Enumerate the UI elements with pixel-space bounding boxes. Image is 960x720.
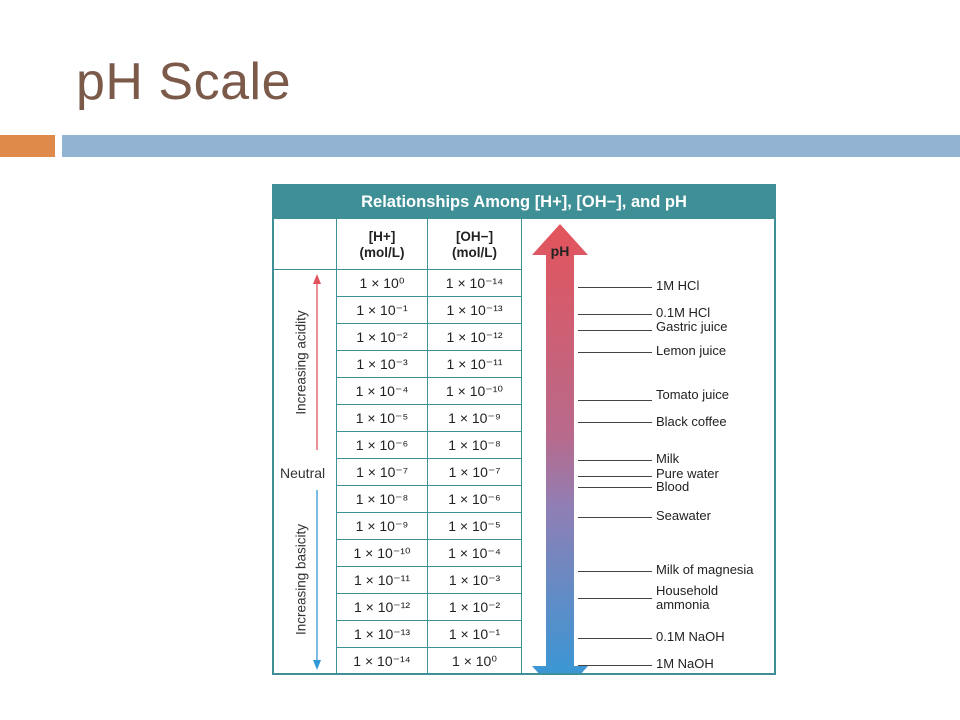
sample-label: Milk — [656, 451, 680, 466]
sample-label: 0.1M NaOH — [656, 629, 725, 644]
row-divider — [336, 512, 522, 513]
sample-leader-line — [578, 517, 652, 518]
accent-bar-orange — [0, 135, 55, 157]
oh-concentration-cell: 1 × 10⁻³ — [448, 572, 501, 588]
sample-label: Black coffee — [656, 414, 727, 429]
grid-line — [336, 219, 337, 673]
sample-label: Tomato juice — [656, 387, 729, 402]
h-concentration-cell: 1 × 10⁻¹³ — [353, 626, 411, 642]
slide-title: pH Scale — [76, 53, 291, 111]
oh-concentration-cell: 1 × 10⁻² — [448, 599, 501, 615]
h-concentration-cell: 1 × 10⁻⁴ — [355, 383, 409, 399]
increasing-acidity-label: Increasing acidity — [293, 310, 309, 415]
acidity-arrowhead — [313, 274, 321, 284]
grid-line — [274, 269, 522, 270]
header-oh-unit: (mol/L) — [452, 245, 497, 260]
sample-leader-line — [578, 400, 652, 401]
sample-leader-line — [578, 476, 652, 477]
row-divider — [336, 296, 522, 297]
sample-leader-line — [578, 638, 652, 639]
sample-label: Household ammonia — [656, 583, 719, 612]
sample-label: 1M HCl — [656, 278, 700, 293]
row-divider — [336, 539, 522, 540]
sample-leader-line — [578, 460, 652, 461]
sample-leader-line — [578, 314, 652, 315]
row-divider — [336, 647, 522, 648]
oh-concentration-cell: 1 × 10⁻⁹ — [448, 410, 501, 426]
oh-concentration-cell: 1 × 10⁻⁴ — [448, 545, 501, 561]
row-divider — [336, 431, 522, 432]
oh-concentration-cell: 1 × 10⁻⁵ — [448, 518, 501, 534]
h-concentration-cell: 1 × 10⁻⁷ — [356, 464, 408, 480]
sample-label: Pure water — [656, 466, 719, 481]
sample-label: Gastric juice — [656, 319, 728, 334]
oh-concentration-cell: 1 × 10⁻¹³ — [446, 302, 503, 318]
side-arrows — [313, 274, 321, 670]
header-oh-concentration: [OH−] (mol/L) — [428, 222, 521, 268]
h-concentration-cell: 1 × 10⁻² — [356, 329, 408, 345]
ph-header: pH — [550, 243, 570, 259]
oh-concentration-cell: 1 × 10⁻¹⁴ — [445, 275, 504, 291]
oh-concentration-cell: 1 × 10⁻⁸ — [448, 437, 501, 453]
sample-leader-line — [578, 422, 652, 423]
row-divider — [336, 593, 522, 594]
oh-concentration-cell: 1 × 10⁻¹¹ — [446, 356, 503, 372]
h-concentration-cell: 1 × 10⁻⁹ — [355, 518, 409, 534]
accent-bar-blue — [62, 135, 960, 157]
h-concentration-cell: 1 × 10⁻¹² — [353, 599, 411, 615]
header-oh-label: [OH−] — [455, 229, 494, 244]
figure-title: Relationships Among [H+], [OH−], and pH — [274, 186, 774, 219]
h-concentration-cell: 1 × 10⁻¹¹ — [353, 572, 411, 588]
header-h-label: [H+] — [368, 229, 396, 244]
row-divider — [336, 620, 522, 621]
row-divider — [336, 377, 522, 378]
oh-concentration-cell: 1 × 10⁻⁷ — [448, 464, 501, 480]
h-concentration-cell: 1 × 10⁻¹ — [356, 302, 408, 318]
sample-leader-line — [578, 571, 652, 572]
row-divider — [336, 458, 522, 459]
sample-label: 1M NaOH — [656, 656, 714, 671]
sample-leader-line — [578, 598, 652, 599]
row-divider — [336, 566, 522, 567]
ph-scale-arrow — [532, 224, 588, 673]
sample-leader-line — [578, 330, 652, 331]
h-concentration-cell: 1 × 10⁻⁸ — [355, 491, 409, 507]
header-h-unit: (mol/L) — [359, 245, 405, 260]
oh-concentration-cell: 1 × 10⁻⁶ — [448, 491, 501, 507]
ph-relationship-figure: Relationships Among [H+], [OH−], and pH … — [272, 184, 776, 675]
sample-label: Blood — [656, 479, 690, 494]
sample-label: Lemon juice — [656, 343, 727, 358]
h-concentration-cell: 1 × 10⁻¹⁰ — [353, 545, 411, 561]
increasing-basicity-label: Increasing basicity — [293, 523, 309, 636]
header-h-concentration: [H+] (mol/L) — [337, 222, 427, 268]
sample-label: Milk of magnesia — [656, 562, 754, 577]
grid-line — [521, 219, 522, 673]
oh-concentration-cell: 1 × 10⁻¹² — [446, 329, 503, 345]
sample-label: Seawater — [656, 508, 711, 523]
oh-concentration-cell: 1 × 10⁰ — [452, 653, 497, 669]
row-divider — [336, 485, 522, 486]
sample-leader-line — [578, 665, 652, 666]
row-divider — [336, 323, 522, 324]
ph-arrow-shape — [532, 224, 588, 673]
sample-label: 0.1M HCl — [656, 305, 711, 320]
sample-leader-line — [578, 352, 652, 353]
oh-concentration-cell: 1 × 10⁻¹⁰ — [446, 383, 503, 399]
sample-leader-line — [578, 287, 652, 288]
h-concentration-cell: 1 × 10⁻³ — [356, 356, 408, 372]
h-concentration-cell: 1 × 10⁻⁵ — [355, 410, 409, 426]
h-concentration-cell: 1 × 10⁰ — [359, 275, 405, 291]
grid-line — [427, 219, 428, 673]
row-divider — [336, 350, 522, 351]
h-concentration-cell: 1 × 10⁻⁶ — [355, 437, 409, 453]
oh-concentration-cell: 1 × 10⁻¹ — [448, 626, 501, 642]
neutral-label: Neutral — [280, 465, 326, 481]
row-divider — [336, 404, 522, 405]
row-divider — [336, 674, 522, 675]
h-concentration-cell: 1 × 10⁻¹⁴ — [353, 653, 411, 669]
sample-leader-line — [578, 487, 652, 488]
basicity-arrowhead — [313, 660, 321, 670]
